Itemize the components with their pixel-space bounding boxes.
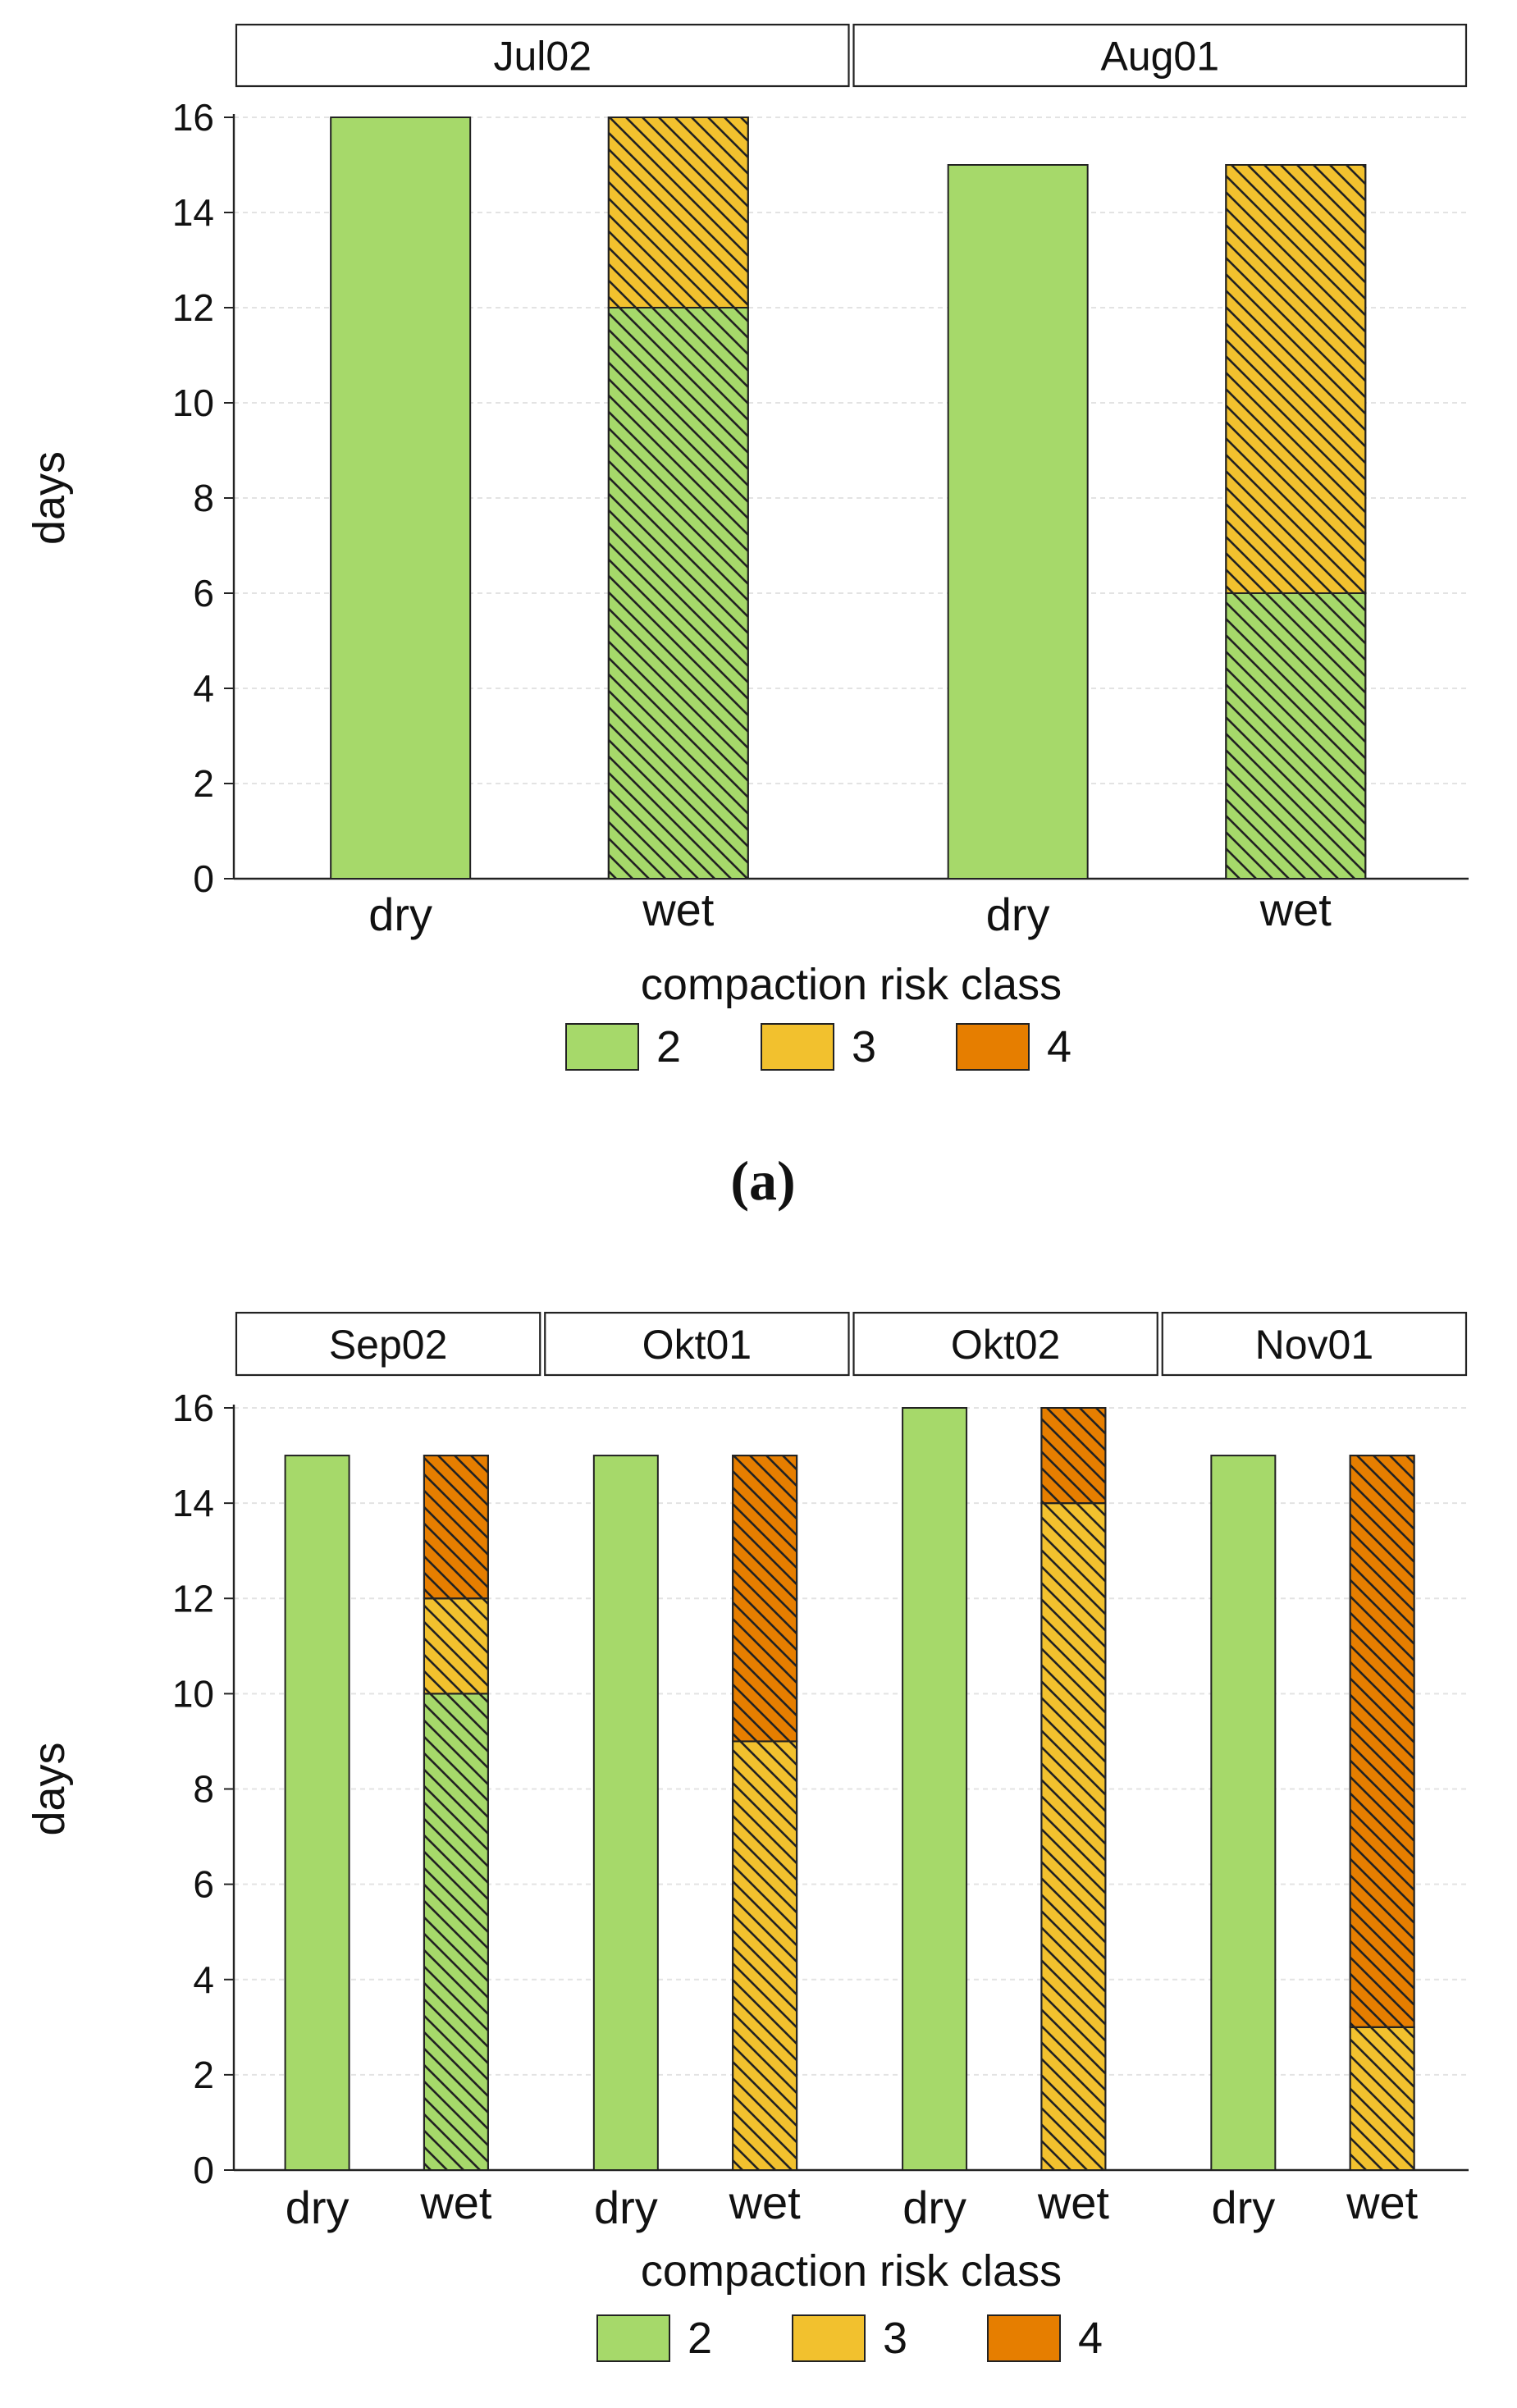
panel-a-caption: (a) <box>730 1149 795 1212</box>
legend-label-3: 3 <box>883 2314 907 2363</box>
y-tick-label: 0 <box>193 2149 214 2191</box>
y-tick-label: 12 <box>172 286 214 329</box>
facet-strip <box>235 1311 541 1377</box>
bar-hatch-Nov01-wet-class4 <box>1349 1455 1415 2028</box>
bar-hatch-Okt01-wet-class3 <box>732 1740 798 2171</box>
y-tick-label: 4 <box>193 667 214 710</box>
legend-label-2: 2 <box>656 1022 681 1071</box>
x-category-label: dry <box>1211 2182 1275 2233</box>
y-tick-label: 10 <box>172 1672 214 1715</box>
x-category-label: dry <box>286 2182 350 2233</box>
facet-strip-label: Aug01 <box>1100 34 1219 80</box>
facet-strip-label: Sep02 <box>329 1322 448 1368</box>
bar-hatch-Nov01-wet-class3 <box>1349 2026 1415 2171</box>
legend-swatch-2 <box>596 2314 670 2362</box>
x-category-label: wet <box>1037 2177 1110 2228</box>
legend-swatch-4 <box>956 1023 1030 1071</box>
x-category-label: wet <box>642 884 715 935</box>
chart-panel-a: 0 2 4 6 8 10 12 14 16 days Jul02 dry wet Aug01 dry wet c… <box>25 23 1469 1071</box>
x-category-label: wet <box>419 2177 492 2228</box>
y-tick-label: 6 <box>193 572 214 615</box>
x-axis-title: compaction risk class <box>641 2246 1062 2296</box>
legend-swatch-4 <box>987 2314 1061 2362</box>
facet-strip <box>544 1311 850 1377</box>
facet-strip-label: Nov01 <box>1255 1322 1374 1368</box>
bar-hatch-Okt02-wet-class3 <box>1040 1502 1107 2171</box>
y-tick-label: 10 <box>172 382 214 424</box>
x-category-label: dry <box>902 2182 966 2233</box>
facet-strip <box>852 23 1468 88</box>
bar-hatch-Okt01-wet-class4 <box>732 1455 798 1743</box>
bar-Jul02-dry-class2 <box>330 117 472 880</box>
y-tick-label: 4 <box>193 1958 214 2001</box>
facet-strip-label: Okt02 <box>951 1322 1060 1368</box>
y-tick-label: 16 <box>172 96 214 139</box>
chart-panel-b: 0 2 4 6 8 10 12 14 16 days Sep02 dry wet Okt01 dry wet O… <box>25 1311 1469 2363</box>
y-tick-label: 0 <box>193 857 214 900</box>
y-tick-label: 2 <box>193 2054 214 2096</box>
bar-Sep02-dry-class2 <box>284 1455 350 2171</box>
y-tick-label: 14 <box>172 1482 214 1524</box>
x-category-label: wet <box>729 2177 802 2228</box>
bar-hatch-Okt02-wet-class4 <box>1040 1407 1107 1505</box>
legend-label-2: 2 <box>688 2314 712 2363</box>
legend-swatch-2 <box>565 1023 639 1071</box>
bar-hatch-Sep02-wet-class2 <box>423 1693 489 2171</box>
legend-label-3: 3 <box>852 1022 876 1071</box>
y-tick-label: 8 <box>193 1768 214 1811</box>
facet-strip <box>852 1311 1158 1377</box>
facet-strip <box>235 23 850 88</box>
bar-Nov01-dry-class2 <box>1210 1455 1277 2171</box>
legend-swatch-3 <box>792 2314 866 2362</box>
legend-swatch-3 <box>761 1023 834 1071</box>
bar-hatch-Sep02-wet-class4 <box>423 1455 489 1600</box>
bar-Okt02-dry-class2 <box>902 1407 968 2171</box>
y-axis-title: days <box>25 451 74 545</box>
y-axis-title: days <box>25 1742 74 1835</box>
bar-Okt01-dry-class2 <box>592 1455 659 2171</box>
facet-strip-label: Jul02 <box>493 34 592 80</box>
bar-hatch-Aug01-wet-class2 <box>1225 592 1367 880</box>
x-category-label: wet <box>1259 884 1332 935</box>
x-category-label: dry <box>594 2182 658 2233</box>
x-category-label: wet <box>1346 2177 1419 2228</box>
legend-label-4: 4 <box>1047 1022 1071 1071</box>
x-category-label: dry <box>368 889 432 940</box>
y-tick-label: 16 <box>172 1387 214 1429</box>
y-tick-label: 12 <box>172 1577 214 1620</box>
bar-hatch-Jul02-wet-class3 <box>607 117 749 308</box>
bar-hatch-Sep02-wet-class3 <box>423 1597 489 1695</box>
x-category-label: dry <box>986 889 1050 940</box>
bar-Aug01-dry-class2 <box>947 164 1089 880</box>
x-axis-title: compaction risk class <box>641 960 1062 1009</box>
y-tick-label: 8 <box>193 477 214 519</box>
y-tick-label: 6 <box>193 1863 214 1906</box>
facet-strip-label: Okt01 <box>642 1322 752 1368</box>
bar-hatch-Jul02-wet-class2 <box>607 307 749 880</box>
facet-strip <box>1161 1311 1468 1377</box>
y-tick-label: 14 <box>172 191 214 234</box>
legend-label-4: 4 <box>1078 2314 1103 2363</box>
bar-hatch-Aug01-wet-class3 <box>1225 164 1367 594</box>
y-tick-label: 2 <box>193 762 214 805</box>
